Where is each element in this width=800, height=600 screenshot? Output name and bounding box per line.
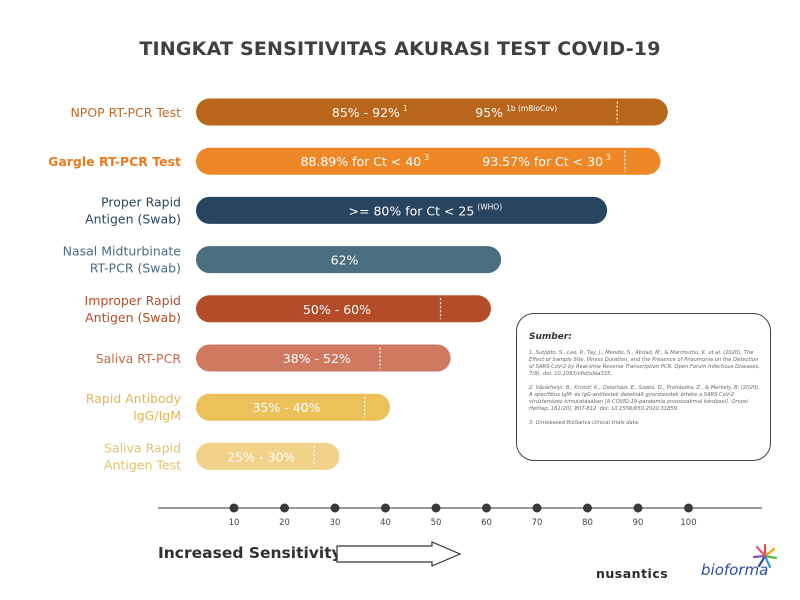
x-axis-label: Increased Sensitivity [158, 544, 342, 562]
category-label-5: Improper Rapid Antigen (Swab) [85, 293, 181, 325]
bar-8 [196, 442, 340, 470]
source-item-1: 1. Sutjipto, S., Lee, P., Tay, J., Mendi… [529, 350, 760, 377]
x-tick-dot-90 [633, 503, 643, 513]
bar-4 [196, 246, 502, 274]
bioforma-logo: bioforma [701, 561, 769, 579]
x-tick-label-30: 30 [330, 518, 341, 528]
data-label-2-1: 88.89% for Ct < 40 3 [300, 153, 429, 169]
x-tick-dot-30 [330, 503, 340, 513]
nusantics-logo: nusantics [596, 566, 669, 581]
x-tick-label-50: 50 [431, 518, 442, 528]
data-label-8-1: 25% - 30% [227, 449, 295, 464]
chart-title: TINGKAT SENSITIVITAS AKURASI TEST COVID-… [139, 38, 661, 60]
data-label-6-1: 38% - 52% [283, 351, 351, 366]
x-tick-dot-10 [229, 503, 239, 513]
x-tick-dot-100 [684, 503, 693, 513]
category-label-6: Saliva RT-PCR [96, 351, 182, 366]
x-tick-label-20: 20 [279, 518, 290, 528]
x-tick-dot-50 [431, 503, 441, 513]
x-tick-label-60: 60 [481, 518, 492, 528]
x-tick-dot-60 [482, 503, 491, 513]
sources-title: Sumber: [529, 332, 572, 342]
arrow-right-icon [336, 541, 462, 567]
x-tick-dot-40 [381, 503, 390, 513]
bar-5 [196, 295, 491, 323]
data-label-2-2: 93.57% for Ct < 30 3 [482, 153, 611, 169]
data-label-1-2: 95% 1b (mBioCov) [475, 104, 557, 120]
category-label-8: Saliva Rapid Antigen Test [104, 440, 181, 472]
bar-3 [196, 196, 608, 224]
x-tick-label-10: 10 [229, 518, 240, 528]
source-item-2: 2. Vásárhelyi, B., Kristóf, K., Ostorház… [529, 385, 760, 412]
x-tick-label-40: 40 [380, 518, 391, 528]
data-label-5-1: 50% - 60% [303, 302, 371, 317]
bar-7 [196, 393, 390, 421]
x-tick-dot-80 [583, 503, 592, 513]
source-item-3: 3. Unreleased BioSaliva clinical trials … [529, 420, 640, 426]
category-label-2: Gargle RT-PCR Test [48, 154, 181, 169]
bar-2 [196, 147, 661, 175]
category-label-1: NPOP RT-PCR Test [70, 105, 181, 120]
data-label-7-1: 35% - 40% [252, 400, 320, 415]
bar-6 [196, 344, 451, 372]
x-tick-dot-20 [280, 503, 289, 513]
x-tick-label-80: 80 [582, 518, 593, 528]
x-tick-label-90: 90 [633, 518, 644, 528]
x-tick-label-70: 70 [532, 518, 543, 528]
data-label-3-1: >= 80% for Ct < 25 (WHO) [349, 202, 503, 218]
category-label-7: Rapid Antibody IgG/IgM [86, 391, 182, 423]
data-label-4-1: 62% [331, 253, 359, 268]
category-label-4: Nasal Midturbinate RT-PCR (Swab) [63, 244, 182, 276]
x-tick-label-100: 100 [680, 518, 696, 528]
bar-1 [196, 98, 668, 126]
x-tick-dot-70 [532, 503, 542, 513]
bioforma-star-icon [752, 543, 778, 569]
category-label-3: Proper Rapid Antigen (Swab) [85, 194, 181, 226]
data-label-1-1: 85% - 92% 1 [332, 104, 408, 120]
sources-box: Sumber: 1. Sutjipto, S., Lee, P., Tay, J… [516, 313, 771, 461]
